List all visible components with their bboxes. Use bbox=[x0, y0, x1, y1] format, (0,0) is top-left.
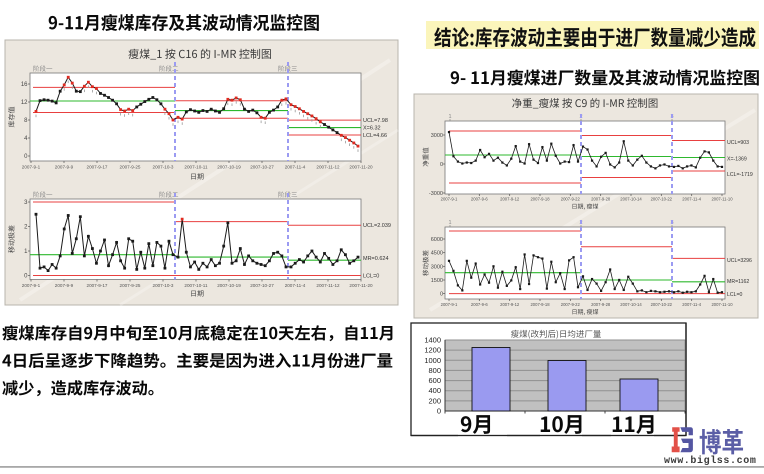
svg-text:2007-11-12: 2007-11-12 bbox=[316, 165, 340, 170]
svg-text:2007-9-1: 2007-9-1 bbox=[441, 197, 458, 202]
svg-text:MR=1162: MR=1162 bbox=[727, 279, 749, 285]
svg-text:2007-11-10: 2007-11-10 bbox=[711, 302, 733, 307]
svg-text:0: 0 bbox=[440, 162, 443, 168]
svg-text:2007-9-25: 2007-9-25 bbox=[120, 165, 141, 170]
svg-text:2007-9-25: 2007-9-25 bbox=[120, 283, 141, 288]
svg-text:2007-10-19: 2007-10-19 bbox=[217, 165, 241, 170]
svg-text:2007-11-4: 2007-11-4 bbox=[682, 197, 701, 202]
svg-text:2007-11-4: 2007-11-4 bbox=[285, 165, 306, 170]
svg-text:16: 16 bbox=[21, 82, 28, 88]
svg-text:600: 600 bbox=[428, 376, 441, 385]
svg-text:3000: 3000 bbox=[431, 133, 443, 139]
svg-text:2007-9-1: 2007-9-1 bbox=[441, 302, 458, 307]
svg-text:www.biglss.com: www.biglss.com bbox=[664, 455, 756, 467]
svg-text:UCL=2.039: UCL=2.039 bbox=[363, 223, 391, 229]
svg-text:2007-9-28: 2007-9-28 bbox=[591, 302, 611, 307]
svg-text:2007-9-17: 2007-9-17 bbox=[87, 165, 108, 170]
svg-text:1: 1 bbox=[24, 249, 28, 255]
svg-text:4500: 4500 bbox=[431, 251, 443, 257]
svg-text:0: 0 bbox=[24, 154, 28, 160]
svg-text:3000: 3000 bbox=[431, 264, 443, 270]
svg-text:2007-9-12: 2007-9-12 bbox=[500, 197, 520, 202]
svg-text:2007-10-3: 2007-10-3 bbox=[153, 165, 174, 170]
svg-text:400: 400 bbox=[428, 386, 441, 395]
svg-text:1400: 1400 bbox=[424, 336, 441, 345]
svg-text:2007-9-6: 2007-9-6 bbox=[471, 197, 488, 202]
svg-text:12: 12 bbox=[21, 100, 28, 106]
svg-text:2007-11-10: 2007-11-10 bbox=[711, 197, 733, 202]
svg-text:MR=0.624: MR=0.624 bbox=[363, 256, 389, 262]
svg-text:2007-10-14: 2007-10-14 bbox=[620, 302, 642, 307]
svg-text:2007-9-6: 2007-9-6 bbox=[471, 302, 488, 307]
svg-text:0: 0 bbox=[440, 292, 443, 298]
svg-text:2007-10-11: 2007-10-11 bbox=[184, 165, 208, 170]
svg-text:2007-9-22: 2007-9-22 bbox=[561, 197, 581, 202]
svg-text:0: 0 bbox=[24, 274, 28, 280]
svg-text:2007-11-20: 2007-11-20 bbox=[349, 165, 373, 170]
svg-text:2007-9-1: 2007-9-1 bbox=[22, 283, 41, 288]
svg-text:2007-10-14: 2007-10-14 bbox=[620, 197, 642, 202]
svg-text:LCL=4.66: LCL=4.66 bbox=[363, 133, 387, 139]
svg-text:2007-9-12: 2007-9-12 bbox=[500, 302, 520, 307]
svg-text:1: 1 bbox=[448, 114, 451, 120]
svg-text:2007-10-11: 2007-10-11 bbox=[184, 283, 208, 288]
svg-text:2007-9-18: 2007-9-18 bbox=[530, 302, 550, 307]
svg-text:LCL=-1719: LCL=-1719 bbox=[727, 172, 753, 178]
svg-text:2007-9-1: 2007-9-1 bbox=[22, 165, 41, 170]
svg-text:2007-10-3: 2007-10-3 bbox=[153, 283, 174, 288]
svg-text:2007-9-9: 2007-9-9 bbox=[55, 283, 74, 288]
svg-text:200: 200 bbox=[428, 396, 441, 405]
svg-text:X=6.32: X=6.32 bbox=[363, 126, 381, 132]
svg-text:2007-11-4: 2007-11-4 bbox=[682, 302, 701, 307]
svg-text:LCL=0: LCL=0 bbox=[727, 292, 743, 298]
svg-text:2: 2 bbox=[24, 225, 28, 231]
svg-text:2007-10-27: 2007-10-27 bbox=[250, 165, 274, 170]
svg-text:2007-10-27: 2007-10-27 bbox=[250, 283, 274, 288]
svg-text:1200: 1200 bbox=[424, 346, 441, 355]
svg-text:2007-9-17: 2007-9-17 bbox=[87, 283, 108, 288]
svg-text:3: 3 bbox=[24, 200, 28, 206]
svg-text:8: 8 bbox=[24, 118, 28, 124]
svg-text:2007-11-12: 2007-11-12 bbox=[316, 283, 340, 288]
svg-text:2007-9-9: 2007-9-9 bbox=[55, 165, 74, 170]
svg-text:2007-11-4: 2007-11-4 bbox=[285, 283, 306, 288]
svg-text:UCL=903: UCL=903 bbox=[727, 140, 749, 146]
svg-text:1500: 1500 bbox=[431, 278, 443, 284]
svg-text:2007-10-22: 2007-10-22 bbox=[651, 197, 673, 202]
svg-text:UCL=3296: UCL=3296 bbox=[727, 258, 752, 264]
svg-text:6000: 6000 bbox=[431, 237, 443, 243]
svg-text:2007-11-20: 2007-11-20 bbox=[349, 283, 373, 288]
svg-text:2007-9-22: 2007-9-22 bbox=[561, 302, 581, 307]
svg-text:1: 1 bbox=[448, 220, 451, 226]
svg-text:UCL=7.98: UCL=7.98 bbox=[363, 118, 388, 124]
svg-text:2007-9-28: 2007-9-28 bbox=[591, 197, 611, 202]
svg-text:0: 0 bbox=[437, 407, 441, 416]
svg-text:4: 4 bbox=[24, 136, 28, 142]
svg-text:800: 800 bbox=[428, 366, 441, 375]
svg-text:2007-9-18: 2007-9-18 bbox=[530, 197, 550, 202]
svg-text:-3000: -3000 bbox=[429, 191, 443, 197]
svg-text:X=-1369: X=-1369 bbox=[727, 157, 747, 163]
svg-text:2007-10-19: 2007-10-19 bbox=[217, 283, 241, 288]
svg-text:2007-10-22: 2007-10-22 bbox=[651, 302, 673, 307]
svg-text:LCL=0: LCL=0 bbox=[363, 274, 379, 280]
svg-text:1000: 1000 bbox=[424, 356, 441, 365]
